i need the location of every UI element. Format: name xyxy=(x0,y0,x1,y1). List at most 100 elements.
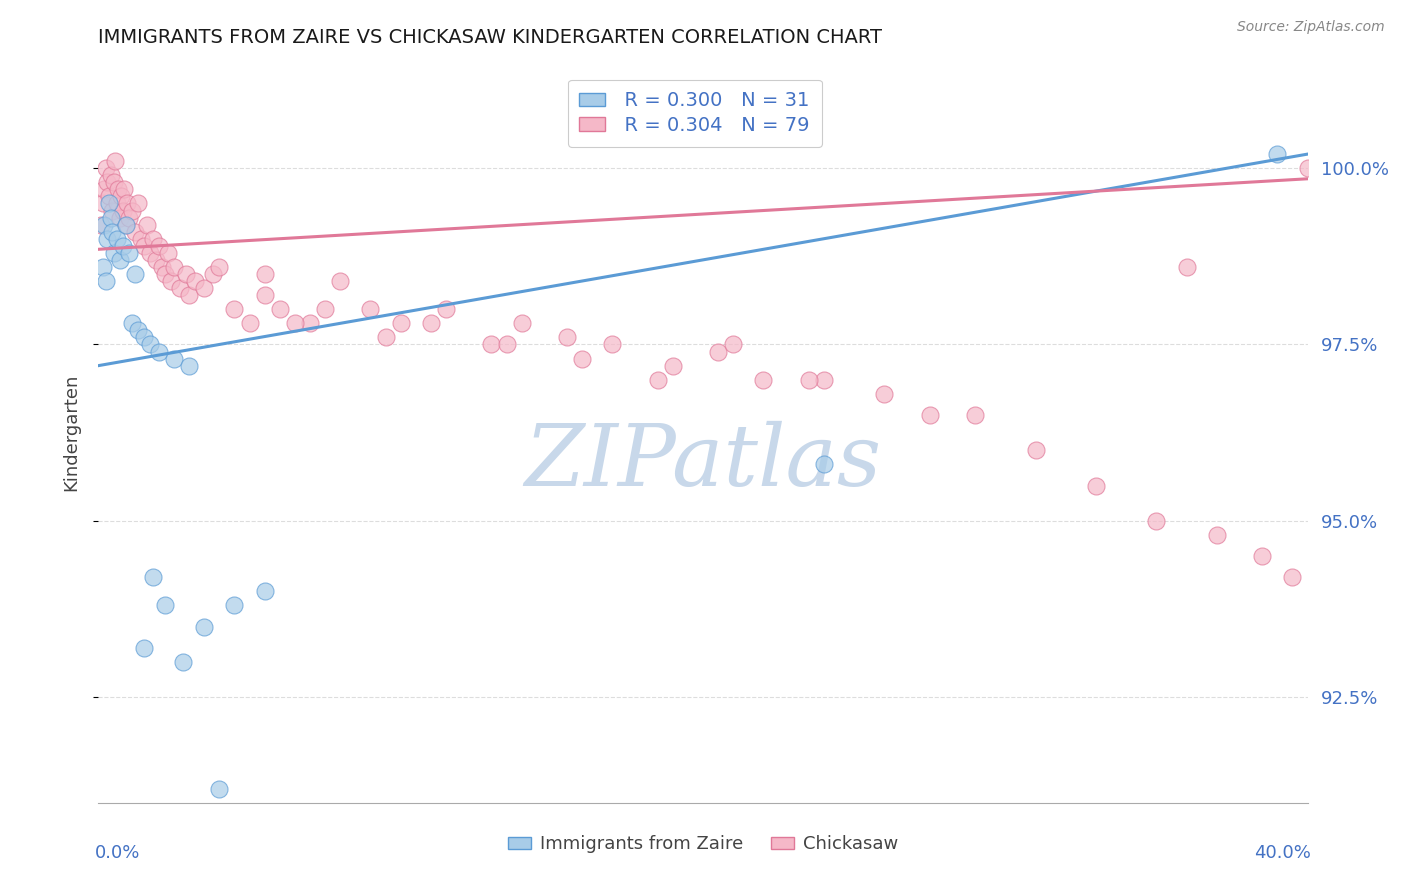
Point xyxy=(1281,570,1303,584)
Point xyxy=(208,260,231,274)
Point xyxy=(329,274,352,288)
Point xyxy=(108,211,131,225)
Point xyxy=(193,619,215,633)
Point xyxy=(918,408,941,422)
Point xyxy=(1206,528,1229,542)
Point xyxy=(103,175,125,189)
Point xyxy=(91,196,114,211)
Point xyxy=(224,599,246,613)
Point xyxy=(163,351,186,366)
Point xyxy=(129,232,152,246)
Point xyxy=(135,218,157,232)
Point xyxy=(253,584,276,599)
Point xyxy=(571,351,593,366)
Point xyxy=(253,267,276,281)
Point xyxy=(150,260,173,274)
Point xyxy=(107,182,129,196)
Point xyxy=(124,225,146,239)
Point xyxy=(1146,514,1168,528)
Text: IMMIGRANTS FROM ZAIRE VS CHICKASAW KINDERGARTEN CORRELATION CHART: IMMIGRANTS FROM ZAIRE VS CHICKASAW KINDE… xyxy=(98,28,883,47)
Point xyxy=(172,655,194,669)
Point xyxy=(121,316,143,330)
Point xyxy=(707,344,730,359)
Point xyxy=(127,323,149,337)
Point xyxy=(284,316,307,330)
Point xyxy=(169,281,191,295)
Point xyxy=(98,196,121,211)
Point xyxy=(127,196,149,211)
Point xyxy=(101,203,124,218)
Point xyxy=(374,330,396,344)
Point xyxy=(132,640,155,655)
Point xyxy=(1251,549,1274,563)
Point xyxy=(91,260,114,274)
Point xyxy=(174,267,197,281)
Point xyxy=(1024,443,1046,458)
Point xyxy=(114,218,136,232)
Point xyxy=(115,196,138,211)
Text: Source: ZipAtlas.com: Source: ZipAtlas.com xyxy=(1237,20,1385,34)
Point xyxy=(202,267,225,281)
Y-axis label: Kindergarten: Kindergarten xyxy=(62,374,80,491)
Point xyxy=(108,252,131,267)
Point xyxy=(153,267,176,281)
Point xyxy=(224,302,246,317)
Point xyxy=(813,458,835,472)
Point xyxy=(100,168,122,182)
Point xyxy=(111,239,134,253)
Point xyxy=(111,203,134,218)
Text: 40.0%: 40.0% xyxy=(1254,844,1312,862)
Point xyxy=(90,218,112,232)
Point xyxy=(1267,147,1289,161)
Point xyxy=(184,274,207,288)
Point xyxy=(661,359,683,373)
Point xyxy=(132,330,155,344)
Point xyxy=(148,239,170,253)
Point xyxy=(314,302,336,317)
Point xyxy=(121,203,143,218)
Point xyxy=(797,373,820,387)
Point xyxy=(156,245,179,260)
Point xyxy=(873,387,896,401)
Point xyxy=(145,252,167,267)
Point xyxy=(148,344,170,359)
Point xyxy=(602,337,624,351)
Point xyxy=(110,189,132,203)
Point xyxy=(98,189,121,203)
Point xyxy=(647,373,669,387)
Point xyxy=(1085,478,1108,492)
Point xyxy=(389,316,412,330)
Legend: Immigrants from Zaire, Chickasaw: Immigrants from Zaire, Chickasaw xyxy=(501,828,905,861)
Point xyxy=(112,182,135,196)
Point xyxy=(269,302,291,317)
Point xyxy=(239,316,262,330)
Point xyxy=(153,599,176,613)
Point xyxy=(510,316,533,330)
Point xyxy=(813,373,835,387)
Text: 0.0%: 0.0% xyxy=(94,844,141,862)
Point xyxy=(179,359,201,373)
Point xyxy=(96,175,118,189)
Point xyxy=(96,232,118,246)
Point xyxy=(101,225,124,239)
Point xyxy=(965,408,987,422)
Point xyxy=(208,781,231,796)
Point xyxy=(179,288,201,302)
Point xyxy=(1175,260,1198,274)
Point xyxy=(434,302,457,317)
Point xyxy=(132,239,155,253)
Point xyxy=(495,337,517,351)
Point xyxy=(94,274,117,288)
Point xyxy=(103,245,125,260)
Point xyxy=(93,182,115,196)
Point xyxy=(118,211,141,225)
Point xyxy=(360,302,382,317)
Point xyxy=(481,337,503,351)
Point xyxy=(163,260,186,274)
Point xyxy=(299,316,322,330)
Point xyxy=(752,373,775,387)
Point xyxy=(139,245,162,260)
Point xyxy=(93,218,115,232)
Point xyxy=(555,330,578,344)
Point xyxy=(104,154,127,169)
